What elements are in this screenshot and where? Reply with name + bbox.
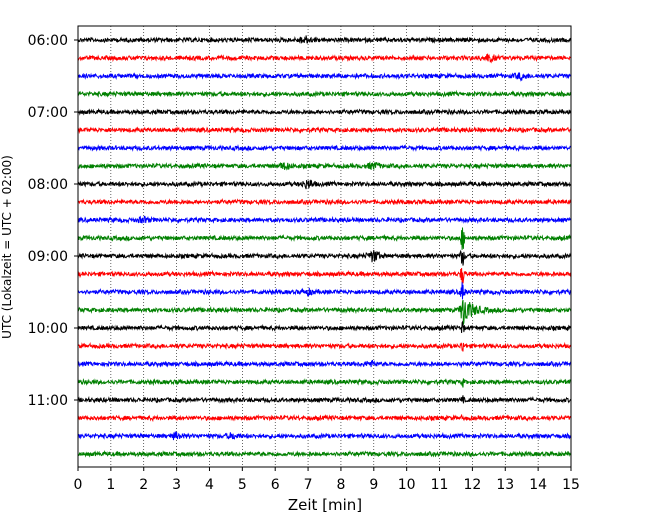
y-tick-label: 06:00	[28, 33, 68, 49]
trace-0830	[77, 215, 572, 225]
trace-1145	[77, 449, 572, 458]
y-tick-label: 08:00	[28, 177, 68, 193]
trace-0845	[77, 227, 572, 250]
y-tick-label: 09:00	[28, 249, 68, 265]
trace-0615	[77, 53, 571, 64]
trace-0945	[77, 299, 572, 325]
trace-0645	[77, 89, 572, 99]
x-tick-label: 8	[336, 477, 345, 493]
y-tick-label: 10:00	[28, 321, 68, 337]
y-axis-ticks: 06:00 07:00 08:00 09:00 10:00 11:00	[28, 33, 78, 409]
trace-0900	[77, 249, 572, 266]
trace-0930	[77, 282, 572, 300]
x-tick-label: 11	[431, 477, 449, 493]
trace-0915	[77, 267, 572, 284]
x-tick-label: 9	[369, 477, 378, 493]
x-tick-label: 6	[271, 477, 280, 493]
x-axis-ticks: 0 1 2 3 4 5 6 7 8 9 10 11 12 13 14 15	[74, 467, 580, 493]
x-tick-label: 13	[496, 477, 514, 493]
trace-1130	[77, 431, 572, 441]
trace-0730	[77, 143, 572, 152]
x-tick-label: 4	[205, 477, 214, 493]
x-tick-label: 3	[172, 477, 181, 493]
x-tick-label: 14	[529, 477, 547, 493]
y-tick-label: 07:00	[28, 105, 68, 121]
trace-0600	[77, 35, 572, 44]
x-tick-label: 5	[238, 477, 247, 493]
trace-0815	[77, 198, 572, 206]
y-axis-title: UTC (Lokalzeit = UTC + 02:00)	[0, 155, 14, 339]
x-tick-label: 10	[398, 477, 416, 493]
trace-1115	[77, 413, 572, 423]
x-tick-label: 12	[463, 477, 481, 493]
trace-0715	[77, 125, 572, 135]
trace-0745	[77, 161, 572, 171]
seismic-traces	[77, 35, 572, 458]
trace-0700	[77, 107, 572, 116]
plot-frame	[77, 25, 572, 468]
x-axis-title: Zeit [min]	[288, 496, 362, 514]
trace-1000	[77, 320, 572, 334]
trace-1030	[77, 359, 572, 369]
x-tick-label: 2	[139, 477, 148, 493]
trace-1100	[77, 395, 572, 405]
x-tick-label: 7	[304, 477, 313, 493]
y-tick-label: 11:00	[28, 393, 68, 409]
x-tick-label: 15	[562, 477, 580, 493]
trace-0800	[77, 179, 572, 190]
trace-0630	[77, 71, 572, 82]
trace-1045	[77, 378, 572, 388]
trace-1015	[77, 341, 572, 352]
x-tick-label: 1	[106, 477, 115, 493]
x-tick-label: 0	[74, 477, 83, 493]
